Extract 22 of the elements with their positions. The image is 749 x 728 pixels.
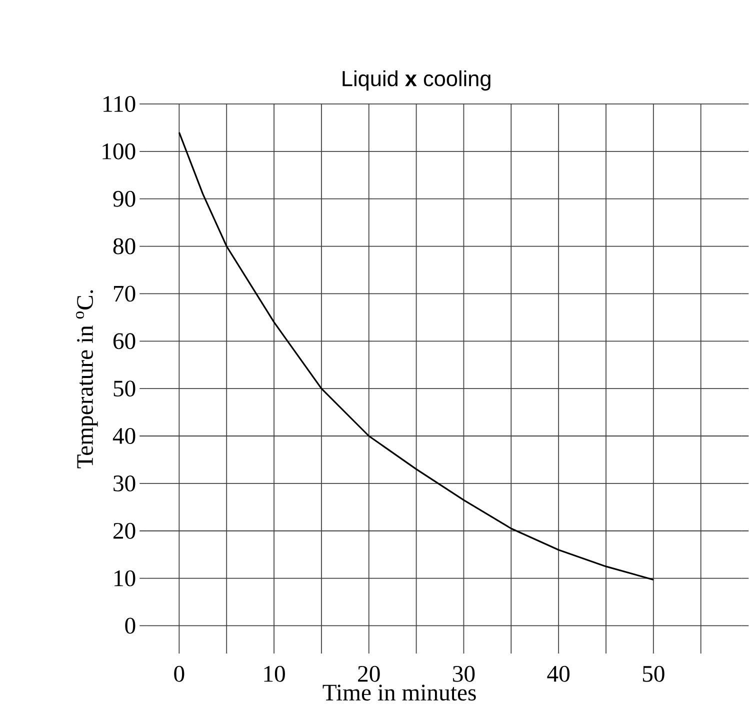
x-tick-label: 20 <box>358 666 380 682</box>
y-tick-label: 30 <box>114 476 136 492</box>
y-tick-label: 50 <box>114 380 136 397</box>
x-axis-title: Time in minutes <box>322 684 476 701</box>
x-tick-label: 50 <box>642 666 664 682</box>
y-tick-label: 90 <box>113 190 136 207</box>
x-tick-label: 10 <box>264 666 285 682</box>
y-tick-label: 20 <box>113 523 136 539</box>
x-tick-label: 30 <box>453 666 475 682</box>
y-tick-label: 100 <box>102 144 136 160</box>
y-tick-label: 110 <box>104 96 136 112</box>
y-tick-label: 60 <box>113 333 136 350</box>
y-tick-label: 0 <box>125 618 136 634</box>
y-tick-label: 70 <box>114 286 136 302</box>
x-tick-label: 40 <box>547 666 570 682</box>
y-axis-title: Temperature in $^{o}$C. <box>76 290 98 468</box>
chart-title: Liquid x cooling <box>342 70 490 91</box>
y-tick-label: 10 <box>114 570 136 586</box>
line-series <box>178 132 654 581</box>
x-tick-label: 0 <box>174 666 184 682</box>
y-tick-label: 80 <box>113 238 136 254</box>
y-tick-label: 40 <box>112 428 136 444</box>
